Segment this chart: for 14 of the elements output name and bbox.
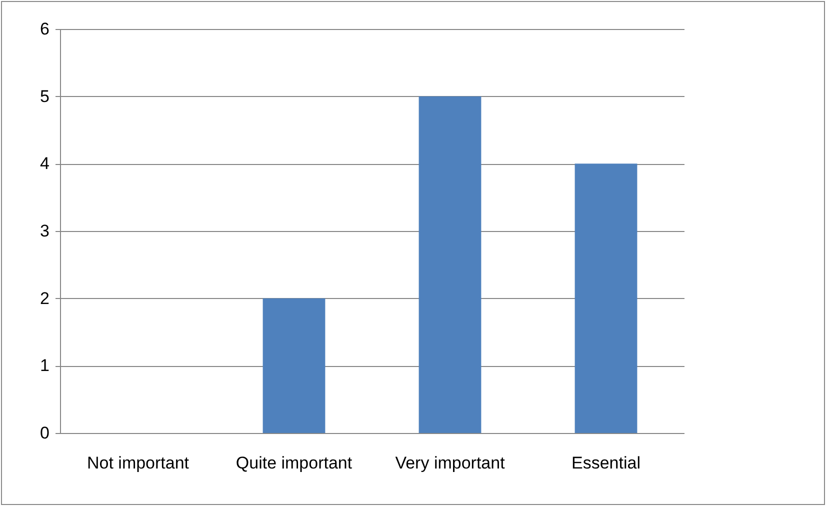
y-tick-label: 6: [40, 20, 50, 38]
y-tick-label: 5: [40, 86, 50, 106]
bar: [574, 164, 638, 433]
bar: [418, 96, 482, 433]
bar: [262, 298, 326, 433]
x-tick-label: Essential: [572, 454, 640, 472]
y-tick-label: 4: [40, 154, 50, 174]
y-tick-label: 0: [40, 424, 50, 442]
x-tick-label: Very important: [395, 454, 506, 472]
x-tick-label: Not important: [86, 454, 190, 472]
x-tick-label: Quite important: [236, 454, 352, 472]
y-tick-label: 2: [40, 288, 50, 308]
y-tick-label: 3: [40, 222, 50, 240]
y-tick-label: 1: [40, 356, 50, 376]
